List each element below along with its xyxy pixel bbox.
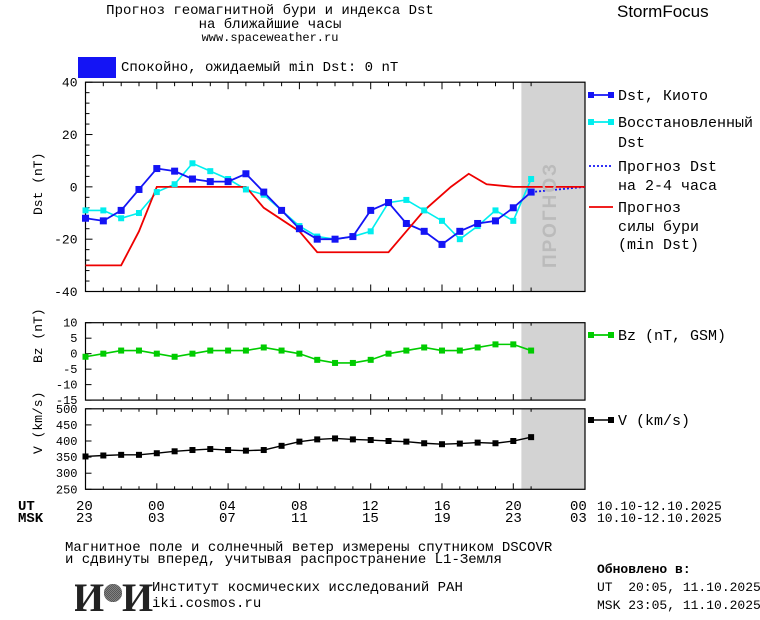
svg-text:5: 5: [70, 332, 77, 346]
svg-text:Bz (nT, GSM): Bz (nT, GSM): [618, 328, 726, 345]
svg-text:-20: -20: [54, 233, 77, 248]
svg-text:0: 0: [70, 180, 78, 195]
svg-text:Прогноз Dst: Прогноз Dst: [618, 159, 717, 176]
svg-text:450: 450: [56, 419, 78, 433]
svg-text:0: 0: [70, 348, 77, 362]
svg-text:Прогноз: Прогноз: [618, 200, 681, 217]
svg-text:20: 20: [62, 128, 78, 143]
svg-text:(min Dst): (min Dst): [618, 237, 699, 254]
svg-text:350: 350: [56, 451, 78, 465]
svg-text:V (km/s): V (km/s): [31, 392, 46, 454]
svg-text:40: 40: [62, 76, 78, 91]
svg-text:-10: -10: [56, 379, 78, 393]
svg-text:250: 250: [56, 483, 78, 497]
svg-text:ПРОГНОЗ: ПРОГНОЗ: [540, 162, 561, 268]
svg-text:Восстановленный: Восстановленный: [618, 115, 753, 132]
svg-text:на 2-4 часа: на 2-4 часа: [618, 178, 717, 195]
svg-text:Dst, Киото: Dst, Киото: [618, 88, 708, 105]
svg-text:V (km/s): V (km/s): [618, 413, 690, 430]
svg-text:300: 300: [56, 467, 78, 481]
svg-text:-5: -5: [63, 363, 77, 377]
svg-text:силы бури: силы бури: [618, 219, 699, 236]
svg-text:10: 10: [63, 317, 77, 331]
svg-text:500: 500: [56, 403, 78, 417]
svg-text:Dst (nT): Dst (nT): [31, 153, 46, 215]
svg-text:-40: -40: [54, 285, 77, 300]
svg-text:Dst: Dst: [618, 135, 645, 152]
svg-text:Bz (nT): Bz (nT): [31, 308, 46, 363]
svg-text:400: 400: [56, 435, 78, 449]
